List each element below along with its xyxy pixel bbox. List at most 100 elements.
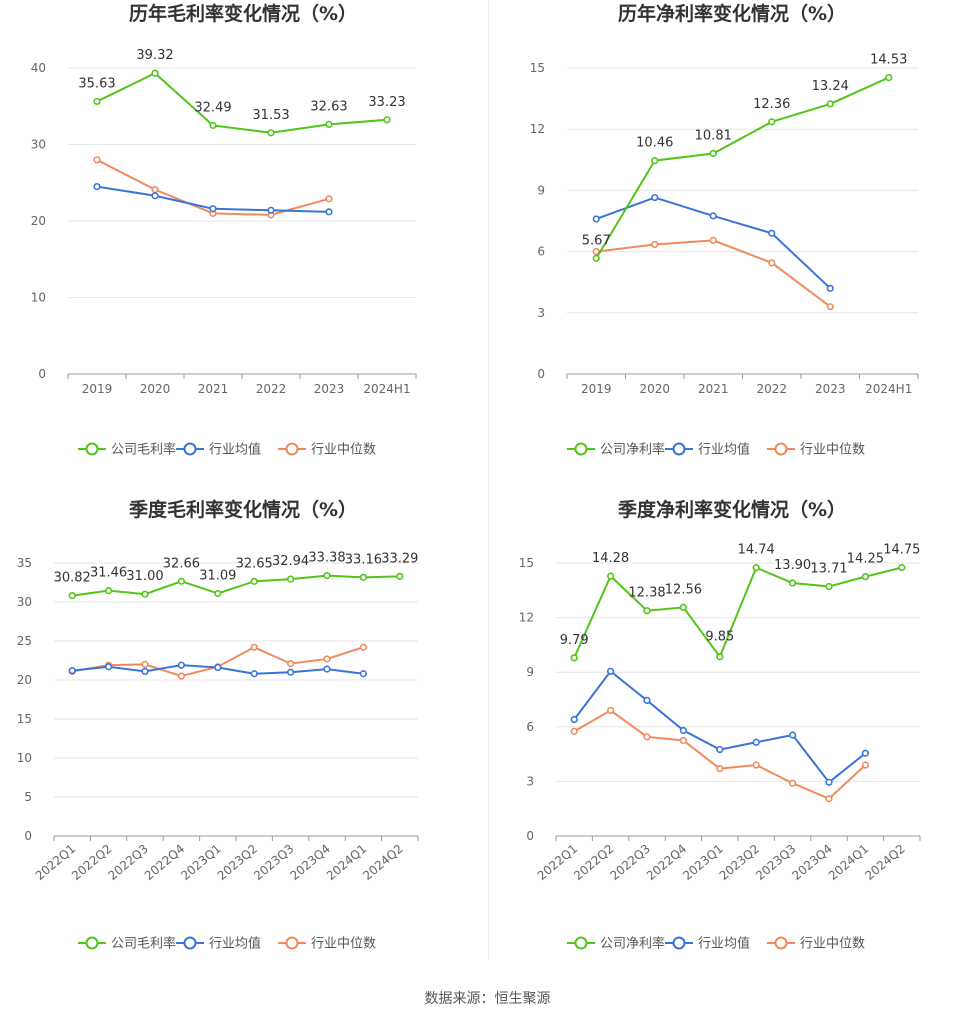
data-point — [250, 670, 258, 678]
data-label: 9.85 — [705, 630, 734, 645]
legend-label: 行业均值 — [698, 936, 750, 952]
legend-marker — [285, 936, 299, 950]
data-label: 32.49 — [194, 100, 231, 115]
y-tick-label: 30 — [31, 138, 46, 152]
y-tick-label: 12 — [519, 611, 534, 625]
x-tick-label: 2019 — [82, 382, 113, 396]
x-tick-label: 2019 — [581, 382, 612, 396]
x-tick-label: 2021 — [698, 382, 729, 396]
data-point — [709, 149, 717, 158]
data-point — [323, 665, 331, 673]
y-tick-label: 15 — [530, 61, 545, 75]
y-tick-label: 9 — [537, 183, 545, 197]
x-tick-label: 2020 — [140, 382, 171, 396]
legend-label: 行业中位数 — [311, 937, 376, 952]
x-tick-label: 2022Q1 — [535, 842, 580, 883]
data-point — [209, 121, 217, 130]
legend-label: 行业均值 — [209, 936, 261, 952]
data-point — [214, 589, 222, 598]
data-label: 33.16 — [345, 552, 382, 567]
data-point — [709, 236, 717, 244]
data-point — [570, 715, 578, 724]
data-point — [287, 575, 295, 583]
data-point — [325, 120, 333, 128]
data-point — [104, 587, 113, 595]
data-point — [826, 284, 834, 292]
data-point — [177, 661, 185, 669]
x-tick-label: 2022Q3 — [105, 842, 150, 883]
legend-marker — [574, 442, 588, 456]
y-tick-label: 20 — [31, 214, 46, 228]
x-tick-label: 2024Q2 — [360, 842, 405, 883]
legend-marker — [774, 442, 788, 456]
data-point — [141, 660, 149, 668]
data-label: 30.82 — [54, 571, 91, 586]
data-point — [267, 129, 275, 137]
series-line-2 — [72, 646, 364, 678]
data-point — [93, 182, 101, 191]
data-point — [643, 696, 651, 705]
legend-label: 公司净利率 — [600, 442, 665, 458]
legend-marker — [85, 936, 99, 950]
x-tick-label: 2024H1 — [865, 382, 912, 396]
data-point — [679, 726, 687, 735]
data-point — [570, 654, 578, 662]
data-point — [151, 186, 159, 194]
data-point — [325, 195, 333, 203]
data-point — [250, 643, 258, 651]
legend-marker — [672, 442, 686, 456]
data-point — [323, 655, 331, 663]
chart-title: 历年净利率变化情况（%） — [618, 2, 846, 25]
data-point — [752, 738, 760, 746]
series-line-0 — [595, 76, 890, 259]
x-tick-label: 2022Q4 — [142, 842, 187, 883]
data-point — [752, 564, 760, 572]
y-tick-label: 25 — [17, 634, 32, 648]
x-tick-label: 2023Q4 — [789, 842, 834, 883]
y-tick-label: 40 — [31, 61, 46, 75]
series-line-2 — [573, 709, 867, 800]
data-point — [825, 778, 833, 786]
data-label: 9.79 — [560, 633, 589, 648]
chart-panel-quarterly-net-margin: 季度净利率变化情况（%） 0 3 6 9 12 15 2022Q1 2022Q2 2022Q3 20… — [489, 492, 975, 982]
y-tick-label: 9 — [526, 665, 534, 679]
data-point — [768, 229, 776, 237]
data-point — [716, 653, 724, 661]
chart-title: 季度毛利率变化情况（%） — [129, 498, 357, 521]
data-label: 14.53 — [870, 53, 907, 68]
data-point — [214, 663, 222, 672]
y-tick-label: 0 — [24, 829, 32, 843]
data-label: 12.38 — [628, 586, 665, 601]
chart-quarterly-net-margin: 季度净利率变化情况（%）036912152022Q12022Q22022Q320… — [519, 498, 921, 952]
data-point — [141, 667, 149, 676]
data-label: 33.38 — [308, 551, 345, 566]
data-label: 14.25 — [847, 552, 884, 567]
data-point — [570, 727, 578, 735]
y-tick-label: 15 — [17, 712, 32, 726]
chart-panel-annual-net-margin: 历年净利率变化情况（%） 0 3 6 9 12 15 2019 2020 2021 2022 2023… — [489, 0, 975, 490]
data-label: 12.56 — [665, 582, 702, 597]
legend-label: 公司净利率 — [600, 936, 665, 952]
data-point — [752, 761, 760, 769]
legend-marker — [183, 936, 197, 950]
legend-label: 行业中位数 — [311, 443, 376, 458]
y-tick-label: 15 — [519, 556, 534, 570]
x-tick-label: 2023Q3 — [753, 842, 798, 883]
data-point — [885, 73, 893, 82]
y-tick-label: 10 — [31, 291, 46, 305]
legend-label: 公司毛利率 — [111, 936, 176, 952]
data-point — [825, 795, 833, 803]
series-line-0 — [573, 566, 903, 659]
data-point — [826, 303, 834, 311]
chart-title: 历年毛利率变化情况（%） — [129, 2, 357, 25]
x-tick-label: 2024Q2 — [862, 842, 907, 883]
data-point — [177, 672, 185, 680]
data-label: 31.46 — [90, 566, 127, 581]
data-label: 32.63 — [310, 99, 347, 114]
legend-marker — [183, 442, 197, 456]
data-point — [789, 731, 797, 739]
data-point — [861, 761, 870, 769]
data-point — [789, 779, 797, 787]
data-point — [68, 667, 76, 675]
data-point — [861, 573, 870, 581]
